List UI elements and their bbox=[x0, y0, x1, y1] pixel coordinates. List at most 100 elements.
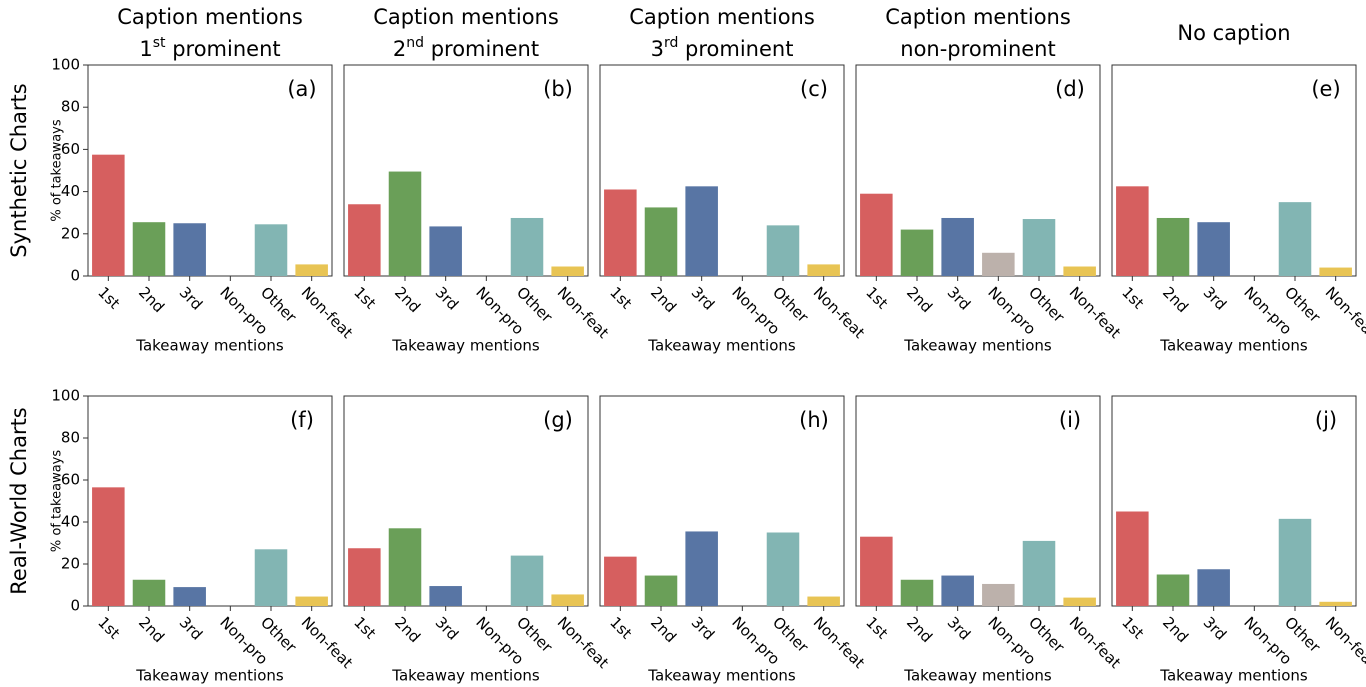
bar bbox=[1116, 186, 1149, 276]
x-axis-label: Takeaway mentions bbox=[903, 337, 1052, 355]
bar bbox=[900, 229, 934, 276]
plot-frame bbox=[87, 64, 333, 277]
bar bbox=[1063, 266, 1096, 276]
column-title: non-prominent bbox=[900, 37, 1055, 61]
bar bbox=[1156, 217, 1190, 276]
column-title: 1st prominent bbox=[139, 35, 280, 61]
plot-frame bbox=[855, 64, 1101, 277]
y-tick-label: 80 bbox=[61, 98, 80, 116]
bar bbox=[982, 583, 1015, 606]
x-axis-label: Takeaway mentions bbox=[391, 337, 540, 355]
x-tick-label: 3rd bbox=[1200, 283, 1230, 313]
panel-label: (f) bbox=[290, 408, 314, 432]
x-tick-label: 3rd bbox=[688, 613, 718, 643]
x-axis-label: Takeaway mentions bbox=[135, 337, 284, 355]
x-tick-label: 2nd bbox=[391, 613, 424, 646]
panel-label: (a) bbox=[287, 77, 316, 101]
x-tick-label: 2nd bbox=[135, 283, 168, 316]
x-tick-label: 3rd bbox=[432, 283, 462, 313]
x-tick-label: 2nd bbox=[391, 283, 424, 316]
bar bbox=[982, 252, 1015, 276]
bar bbox=[807, 264, 840, 276]
x-tick-label: 2nd bbox=[903, 283, 936, 316]
x-axis-label: Takeaway mentions bbox=[903, 667, 1052, 685]
row-label: Synthetic Charts bbox=[7, 83, 31, 257]
x-tick-label: 2nd bbox=[1159, 283, 1192, 316]
x-tick-label: 1st bbox=[606, 613, 635, 642]
plot-frame bbox=[855, 395, 1101, 607]
bar bbox=[132, 579, 166, 606]
x-tick-label: 2nd bbox=[647, 613, 680, 646]
column-title: No caption bbox=[1177, 21, 1290, 45]
x-tick-label: 1st bbox=[862, 283, 891, 312]
bar bbox=[1278, 518, 1312, 606]
plot-frame bbox=[343, 64, 589, 277]
column-title: 2nd prominent bbox=[393, 35, 539, 61]
x-tick-label: 3rd bbox=[688, 283, 718, 313]
x-tick-label: Non-feat bbox=[1066, 613, 1125, 672]
y-tick-label: 40 bbox=[61, 513, 80, 531]
x-tick-label: 1st bbox=[1118, 613, 1147, 642]
y-tick-label: 20 bbox=[61, 555, 80, 573]
bar bbox=[766, 532, 800, 606]
y-tick-label: 100 bbox=[51, 56, 80, 74]
x-axis-label: Takeaway mentions bbox=[647, 337, 796, 355]
bar bbox=[92, 487, 125, 606]
x-axis-label: Takeaway mentions bbox=[135, 667, 284, 685]
bar bbox=[685, 531, 718, 606]
x-tick-label: 3rd bbox=[176, 283, 206, 313]
x-axis-label: Takeaway mentions bbox=[1159, 667, 1308, 685]
bar bbox=[807, 596, 840, 606]
panel-label: (d) bbox=[1055, 77, 1085, 101]
bar bbox=[388, 171, 422, 276]
bar bbox=[1063, 597, 1096, 606]
x-tick-label: Non-feat bbox=[1066, 283, 1125, 342]
bar bbox=[295, 596, 328, 606]
bar bbox=[860, 193, 893, 276]
y-tick-label: 20 bbox=[61, 224, 80, 242]
bar bbox=[429, 226, 462, 276]
bar bbox=[132, 222, 166, 276]
bar bbox=[685, 186, 718, 276]
y-tick-label: 0 bbox=[70, 597, 80, 615]
y-tick-label: 80 bbox=[61, 429, 80, 447]
panel-label: (e) bbox=[1311, 77, 1340, 101]
x-tick-label: 1st bbox=[94, 283, 123, 312]
x-tick-label: 2nd bbox=[135, 613, 168, 646]
x-tick-label: Non-feat bbox=[810, 283, 869, 342]
bar bbox=[1022, 219, 1056, 276]
x-tick-label: 3rd bbox=[176, 613, 206, 643]
bar bbox=[941, 575, 974, 606]
panel-label: (g) bbox=[543, 408, 573, 432]
x-tick-label: 1st bbox=[350, 283, 379, 312]
panel-label: (c) bbox=[800, 77, 828, 101]
plot-frame bbox=[599, 64, 845, 277]
y-axis-label: % of takeaways bbox=[50, 119, 65, 222]
bar bbox=[254, 549, 288, 606]
x-tick-label: 3rd bbox=[944, 283, 974, 313]
column-title: Caption mentions bbox=[117, 5, 303, 29]
bar bbox=[860, 536, 893, 606]
bar bbox=[295, 264, 328, 276]
bar bbox=[644, 575, 678, 606]
bar bbox=[348, 548, 381, 606]
y-tick-label: 40 bbox=[61, 182, 80, 200]
y-axis-label: % of takeaways bbox=[50, 450, 65, 553]
x-axis-label: Takeaway mentions bbox=[647, 667, 796, 685]
x-tick-label: 2nd bbox=[903, 613, 936, 646]
bar bbox=[551, 266, 584, 276]
bar bbox=[510, 555, 544, 606]
bar bbox=[1278, 202, 1312, 276]
x-axis-label: Takeaway mentions bbox=[1159, 337, 1308, 355]
bar bbox=[173, 587, 206, 606]
column-title: 3rd prominent bbox=[651, 35, 794, 61]
x-tick-label: Non-feat bbox=[1322, 283, 1366, 342]
y-tick-label: 60 bbox=[61, 140, 80, 158]
x-tick-label: 1st bbox=[94, 613, 123, 642]
column-title: Caption mentions bbox=[629, 5, 815, 29]
bar bbox=[173, 223, 206, 276]
bar bbox=[900, 579, 934, 606]
x-tick-label: 3rd bbox=[1200, 613, 1230, 643]
x-tick-label: 1st bbox=[606, 283, 635, 312]
